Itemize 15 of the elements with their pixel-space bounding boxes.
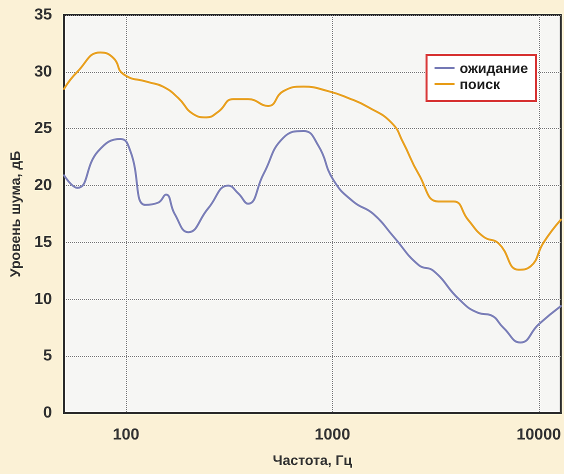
- y-tick-label: 35: [34, 6, 52, 24]
- legend-label: ожидание: [460, 60, 528, 76]
- x-tick-label: 10000: [516, 426, 562, 444]
- y-tick-label: 15: [34, 234, 52, 251]
- x-tick-label: 1000: [314, 426, 350, 444]
- y-tick-label: 10: [34, 290, 52, 308]
- y-axis-title: Уровень шума, дБ: [7, 150, 23, 278]
- legend-label: поиск: [460, 76, 501, 92]
- y-tick-label: 30: [34, 63, 52, 80]
- y-tick-label: 0: [43, 404, 52, 422]
- x-tick-label: 100: [112, 426, 140, 444]
- x-axis-title: Частота, Гц: [272, 452, 352, 468]
- y-tick-label: 20: [34, 177, 52, 194]
- y-tick-label: 5: [43, 348, 52, 365]
- y-tick-label: 25: [34, 120, 52, 138]
